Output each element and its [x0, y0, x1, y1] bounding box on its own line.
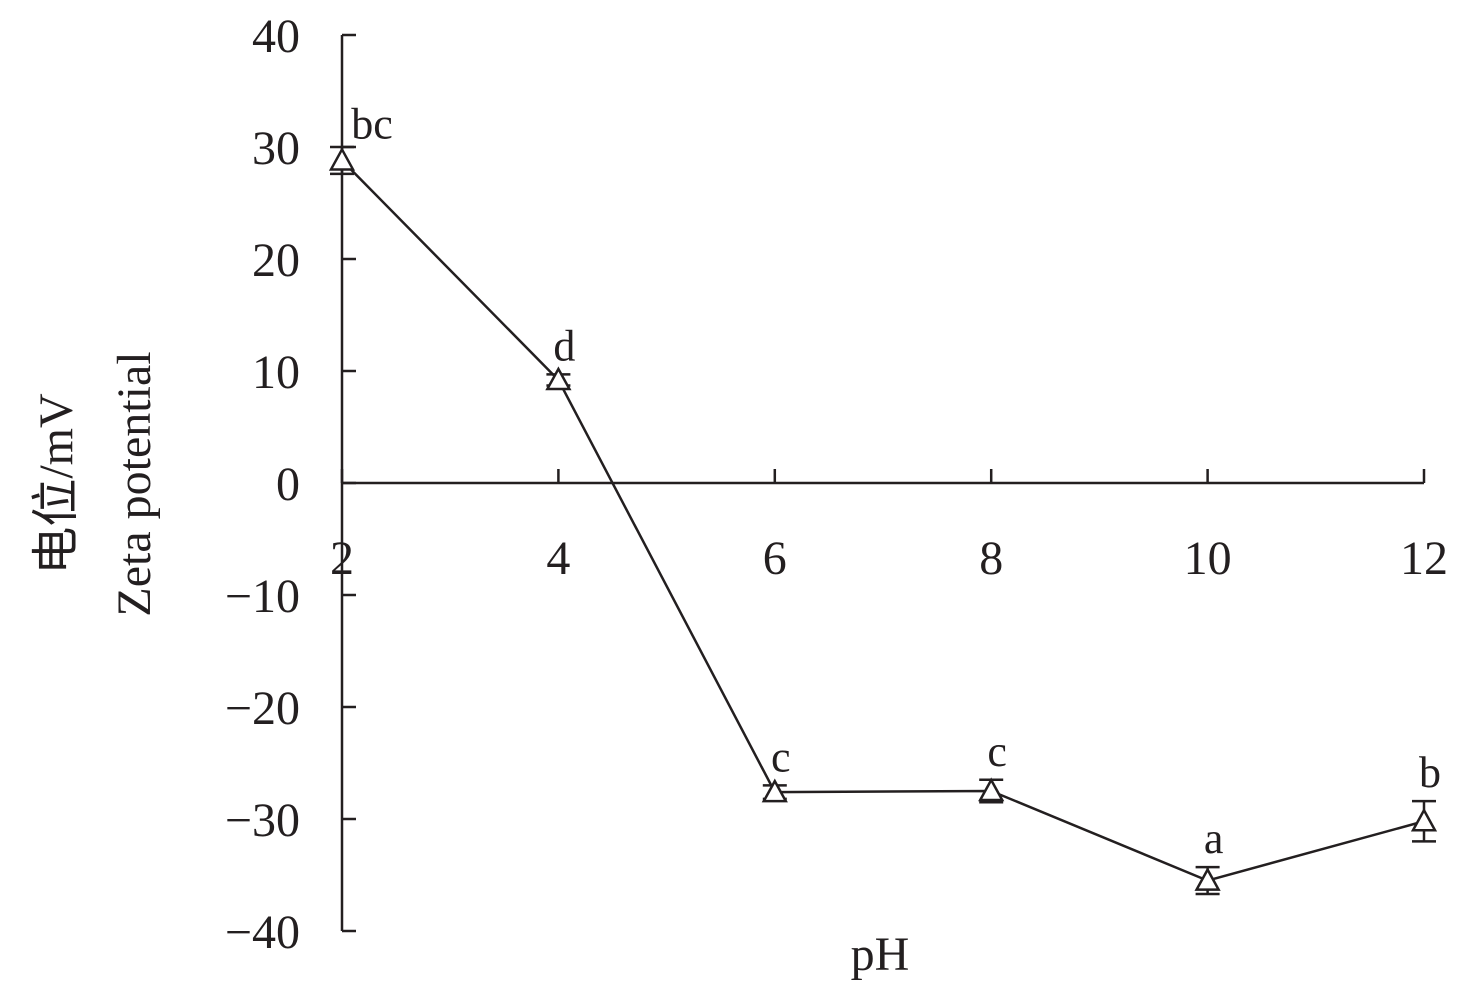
y-tick-label: 30	[252, 122, 300, 175]
y-tick-label: 0	[276, 458, 300, 511]
x-tick-label: 12	[1400, 532, 1448, 585]
y-tick-label: −40	[225, 906, 300, 959]
y-tick-label: 20	[252, 234, 300, 287]
x-tick-label: 8	[979, 532, 1003, 585]
x-tick-label: 6	[763, 532, 787, 585]
y-axis-title: 电位/mV	[30, 393, 83, 575]
y-tick-label: −30	[225, 794, 300, 847]
y-tick-label: −20	[225, 682, 300, 735]
axes	[340, 33, 1426, 933]
y-tick-label: 40	[252, 10, 300, 63]
x-tick-label: 10	[1184, 532, 1232, 585]
tick-labels: 40 30 20 10 0 −10 −20 −30 −40 2 4 6 8 10 12	[225, 10, 1448, 959]
y-axis-title-en: Zeta potential	[108, 351, 161, 616]
significance-label: d	[553, 321, 575, 370]
data-point-marker	[545, 366, 572, 391]
y-tick-label: 10	[252, 346, 300, 399]
significance-label: a	[1204, 814, 1224, 863]
x-tick-label: 2	[330, 532, 354, 585]
significance-labels: bc d c c a b	[351, 99, 1441, 863]
axis-titles: pH 电位/mV Zeta potential	[30, 351, 909, 981]
significance-label: b	[1419, 748, 1441, 797]
data-point-marker	[1410, 807, 1438, 832]
data-point-marker	[978, 777, 1005, 802]
data-point-marker	[328, 146, 356, 171]
series-line	[341, 159, 1425, 882]
significance-label: c	[987, 727, 1007, 776]
data-series	[328, 145, 1438, 896]
data-point-marker	[1194, 867, 1221, 891]
significance-label: c	[771, 732, 791, 781]
y-tick-label: −10	[225, 570, 300, 623]
data-point-marker	[761, 778, 788, 803]
x-tick-label: 4	[546, 532, 570, 585]
significance-label: bc	[351, 99, 393, 148]
x-axis-title: pH	[851, 928, 910, 981]
